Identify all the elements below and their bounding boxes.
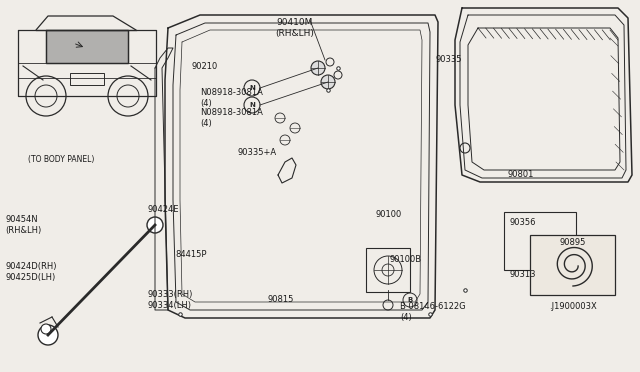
Text: (TO BODY PANEL): (TO BODY PANEL) [28, 155, 94, 164]
Text: B 08146-6122G
(4): B 08146-6122G (4) [400, 302, 466, 322]
Bar [366, 248, 410, 292]
Text: 90895: 90895 [560, 238, 586, 247]
Text: 90313: 90313 [510, 270, 536, 279]
Text: B: B [408, 297, 413, 303]
Bar [530, 235, 615, 295]
Text: 90333(RH)
90334(LH): 90333(RH) 90334(LH) [148, 290, 193, 310]
Text: 90815: 90815 [268, 295, 294, 304]
Circle shape [311, 61, 325, 75]
Text: 90210: 90210 [192, 62, 218, 71]
Bar [504, 212, 576, 270]
Circle shape [321, 75, 335, 89]
Text: 90335: 90335 [435, 55, 461, 64]
Text: N08918-3081A
(4): N08918-3081A (4) [200, 88, 263, 108]
Text: 84415P: 84415P [175, 250, 207, 259]
Text: 90454N
(RH&LH): 90454N (RH&LH) [5, 215, 41, 235]
Text: 90335+A: 90335+A [238, 148, 277, 157]
Text: 90356: 90356 [510, 218, 536, 227]
Circle shape [147, 217, 163, 233]
Text: 90100B: 90100B [390, 255, 422, 264]
Text: 90410M
(RH&LH): 90410M (RH&LH) [276, 18, 314, 38]
Polygon shape [46, 30, 128, 63]
Text: 90100: 90100 [375, 210, 401, 219]
Text: N: N [249, 85, 255, 91]
Text: 90424D(RH)
90425D(LH): 90424D(RH) 90425D(LH) [5, 262, 56, 282]
Circle shape [41, 324, 51, 334]
Circle shape [38, 325, 58, 345]
Text: .J1900003X: .J1900003X [549, 302, 597, 311]
Text: N: N [249, 102, 255, 108]
Text: 90424E: 90424E [148, 205, 179, 214]
Text: N08918-3081A
(4): N08918-3081A (4) [200, 108, 263, 128]
Text: 90801: 90801 [508, 170, 534, 179]
Bar [70, 73, 104, 85]
